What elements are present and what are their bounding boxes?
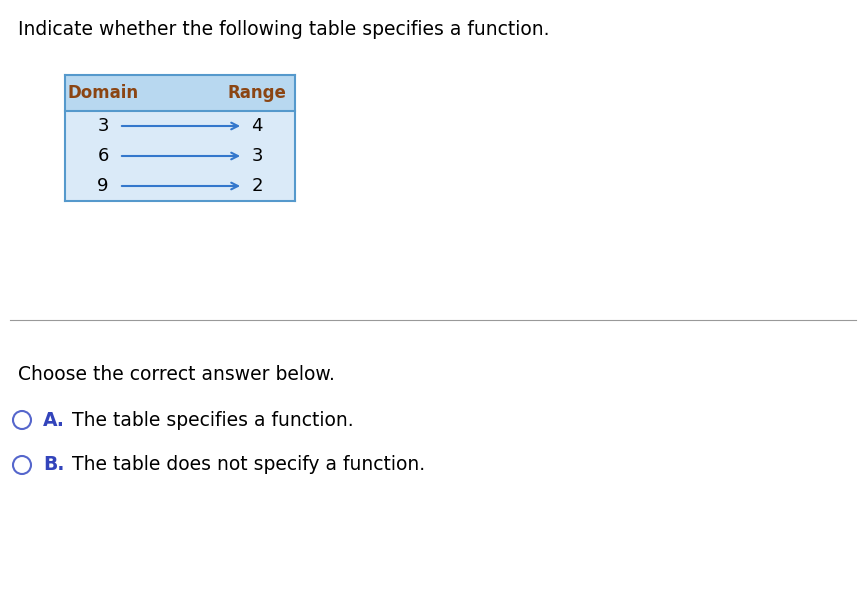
Text: 9: 9 — [97, 177, 109, 195]
Text: Choose the correct answer below.: Choose the correct answer below. — [18, 365, 335, 384]
Text: B.: B. — [43, 455, 64, 474]
Text: 2: 2 — [251, 177, 262, 195]
Text: Domain: Domain — [68, 84, 139, 102]
Bar — [65, 75, 295, 111]
Text: Range: Range — [228, 84, 287, 102]
Text: 3: 3 — [97, 117, 109, 135]
Text: The table does not specify a function.: The table does not specify a function. — [72, 455, 425, 474]
Text: A.: A. — [43, 410, 65, 429]
Text: 6: 6 — [97, 147, 109, 165]
Text: 3: 3 — [251, 147, 262, 165]
Text: The table specifies a function.: The table specifies a function. — [72, 410, 353, 429]
Text: Indicate whether the following table specifies a function.: Indicate whether the following table spe… — [18, 20, 550, 39]
Text: 4: 4 — [251, 117, 262, 135]
Bar — [65, 111, 295, 201]
